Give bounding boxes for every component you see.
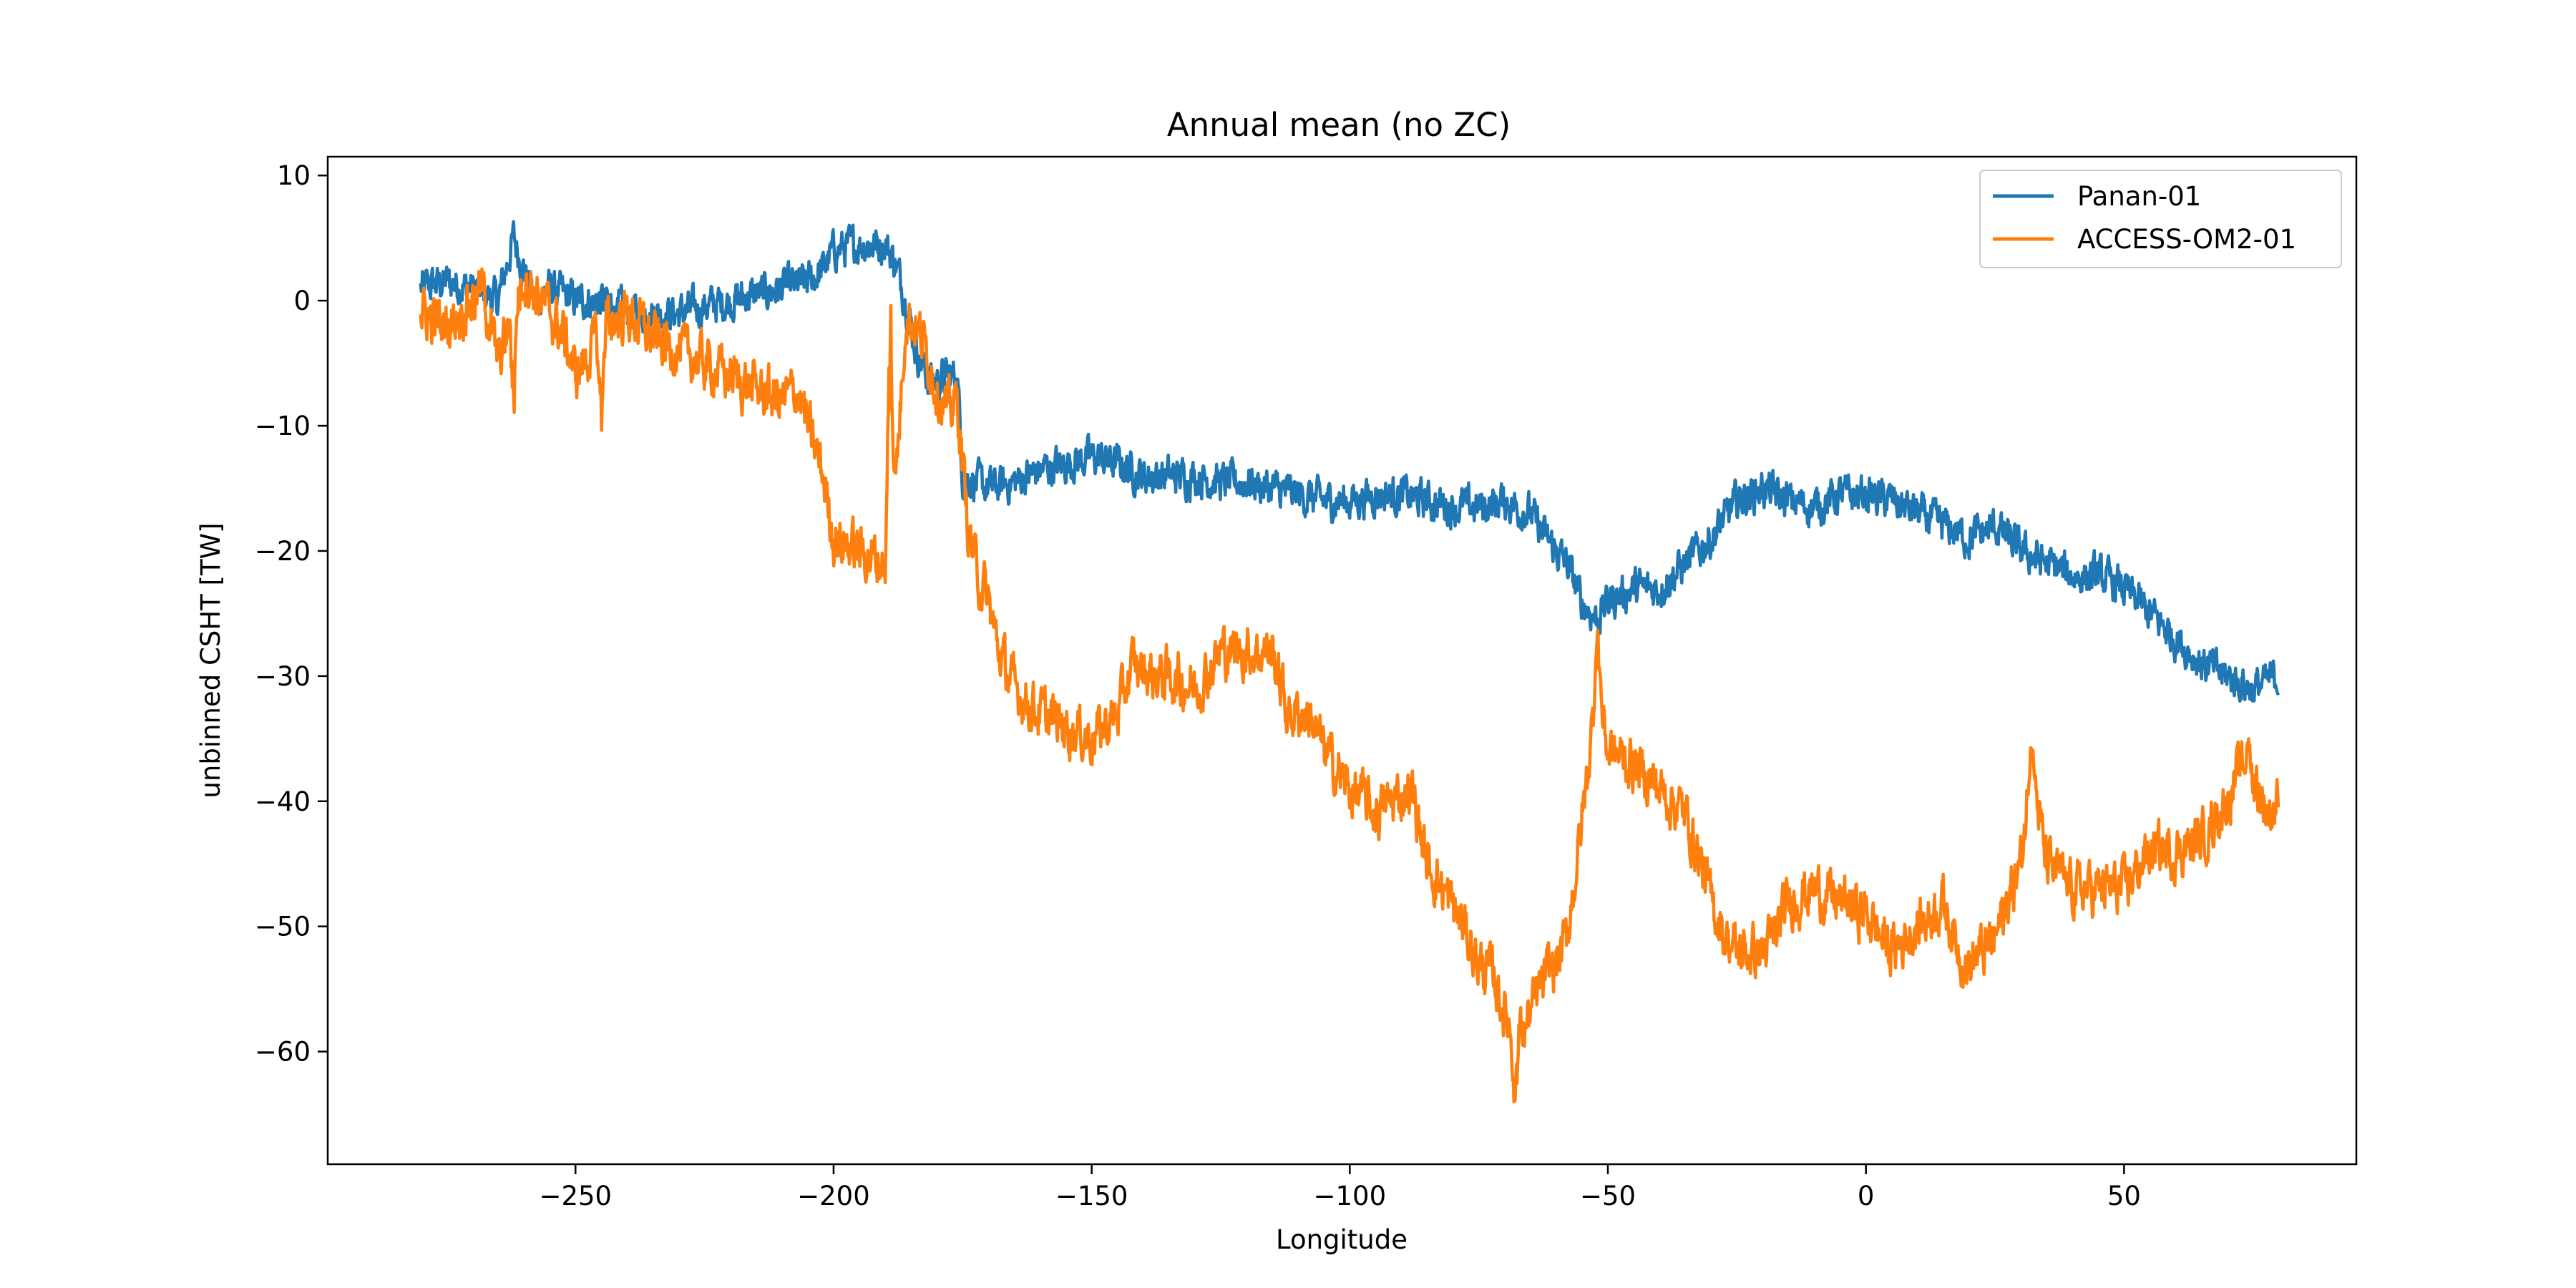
y-tick-label: −40 [255, 786, 311, 817]
legend: Panan-01 ACCESS-OM2-01 [1979, 170, 2342, 268]
x-tick-label: 0 [1858, 1181, 1875, 1211]
x-tick-label: −250 [539, 1181, 612, 1211]
x-tick-label: 50 [2107, 1181, 2141, 1211]
y-tick-label: −60 [255, 1037, 311, 1068]
y-tick-label: −20 [255, 536, 311, 567]
legend-box [1979, 170, 2342, 268]
x-axis-label: Longitude [1276, 1224, 1407, 1255]
legend-label-access: ACCESS-OM2-01 [2077, 224, 2296, 255]
legend-label-panan: Panan-01 [2077, 181, 2201, 212]
y-tick-label: 10 [277, 160, 311, 191]
series-line-0 [419, 220, 2280, 703]
y-tick-label: 0 [293, 286, 311, 316]
x-tick-label: −200 [797, 1181, 870, 1211]
y-tick-label: −50 [255, 912, 311, 942]
x-axis: −250 −200 −150 −100 −50 0 50 [539, 1164, 2141, 1211]
plot-area [419, 220, 2280, 1103]
series-line-1 [419, 267, 2280, 1103]
y-axis: 10 0 −10 −20 −30 −40 −50 −60 [255, 160, 328, 1068]
x-tick-label: −150 [1055, 1181, 1128, 1211]
x-tick-label: −50 [1580, 1181, 1636, 1211]
y-axis-label: unbinned CSHT [TW] [195, 522, 226, 798]
chart-title: Annual mean (no ZC) [1167, 106, 1511, 144]
plot-frame [326, 155, 2358, 1166]
y-tick-label: −30 [255, 661, 311, 692]
y-tick-label: −10 [255, 411, 311, 441]
x-tick-label: −100 [1314, 1181, 1387, 1211]
